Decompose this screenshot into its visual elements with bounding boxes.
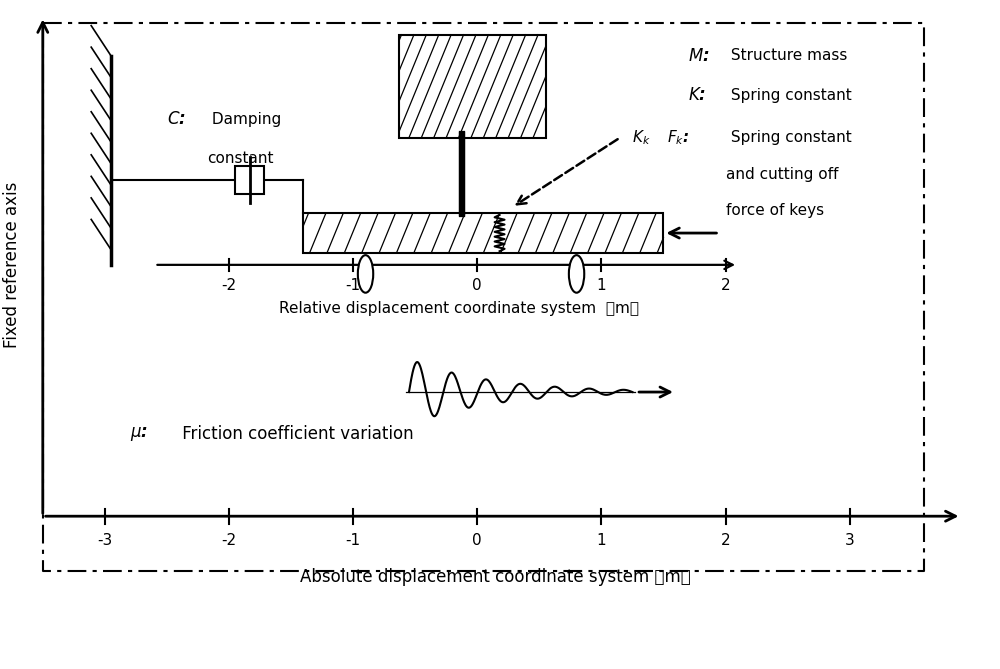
Text: force of keys: force of keys [726, 203, 824, 218]
Text: $F_k$:: $F_k$: [667, 128, 690, 147]
Bar [303, 213, 663, 253]
Text: 0: 0 [472, 278, 482, 294]
Text: Spring constant: Spring constant [726, 88, 851, 103]
Text: $M$:: $M$: [688, 47, 710, 65]
Text: Friction coefficient variation: Friction coefficient variation [177, 425, 413, 444]
Text: and cutting off: and cutting off [726, 167, 838, 181]
Text: Relative displacement coordinate system  （m）: Relative displacement coordinate system … [279, 301, 639, 316]
Text: 0: 0 [472, 533, 482, 548]
Text: $K_k$: $K_k$ [632, 128, 651, 147]
Text: -2: -2 [221, 533, 237, 548]
Text: -3: -3 [97, 533, 112, 548]
Text: -1: -1 [346, 278, 361, 294]
Bar [399, 35, 546, 138]
Circle shape [569, 255, 584, 293]
Text: Damping: Damping [207, 112, 281, 127]
Text: Structure mass: Structure mass [726, 48, 847, 64]
Text: Absolute displacement coordinate system （m）: Absolute displacement coordinate system … [300, 568, 691, 585]
Text: $K$:: $K$: [688, 86, 707, 104]
Text: 2: 2 [721, 533, 730, 548]
Text: $\mu$:: $\mu$: [130, 425, 148, 444]
Text: 2: 2 [721, 278, 730, 294]
Text: constant: constant [207, 151, 273, 167]
Text: 3: 3 [845, 533, 855, 548]
Text: 1: 1 [597, 278, 606, 294]
Text: -2: -2 [221, 278, 237, 294]
Bar [235, 167, 264, 194]
Circle shape [358, 255, 373, 293]
Text: $C$:: $C$: [167, 110, 186, 128]
Text: -1: -1 [346, 533, 361, 548]
Text: Spring constant: Spring constant [726, 130, 851, 145]
Text: 1: 1 [597, 533, 606, 548]
Text: Fixed reference axis: Fixed reference axis [3, 182, 21, 348]
